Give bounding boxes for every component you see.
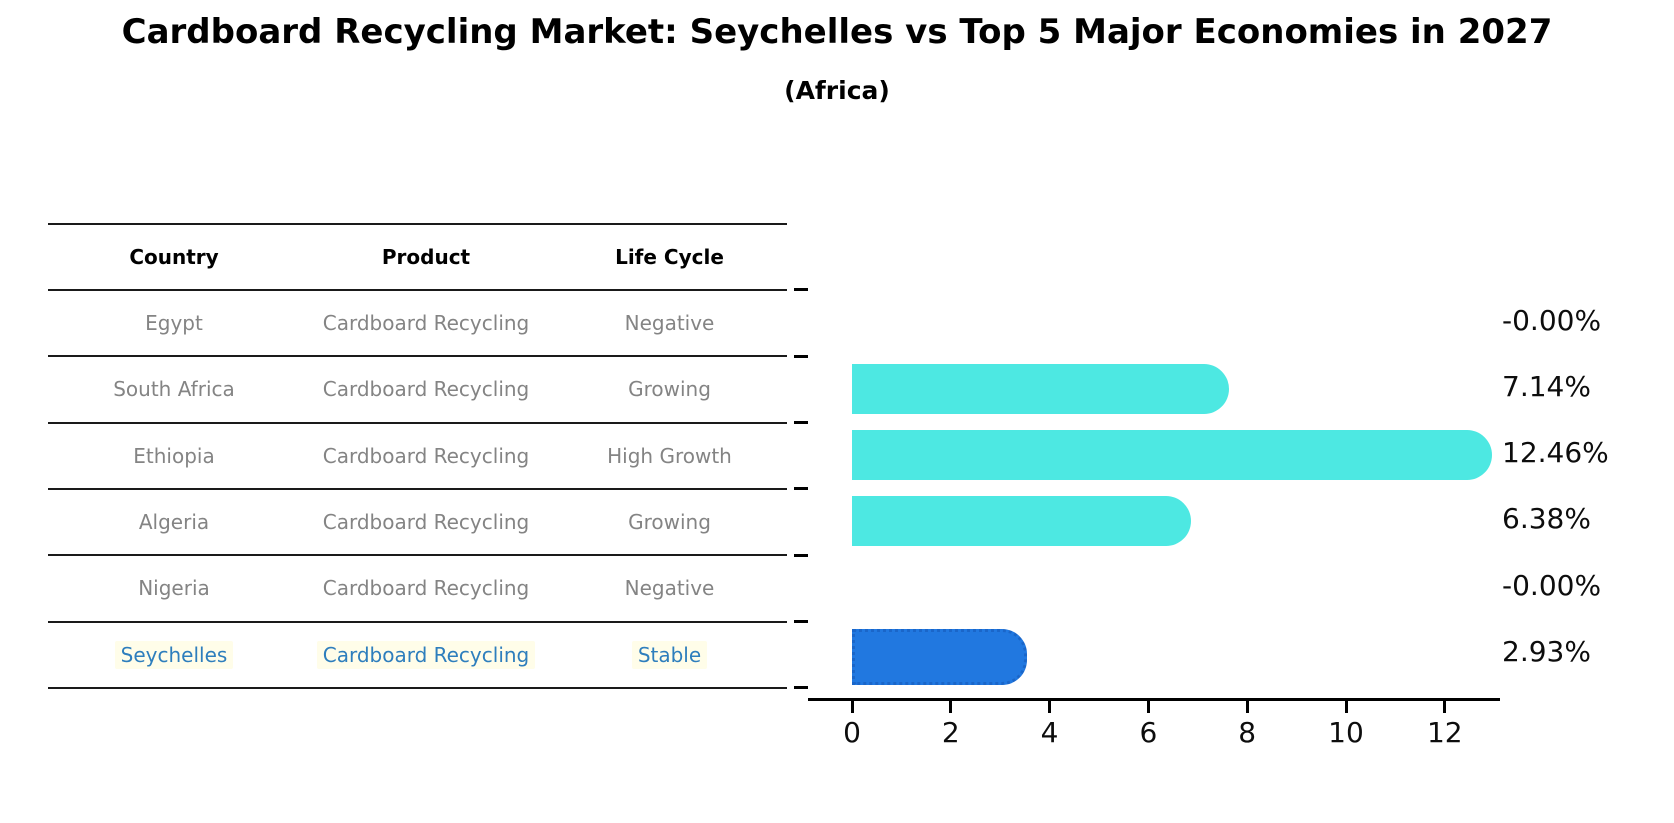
table-row-south-africa-cell-1: Cardboard Recycling (300, 377, 552, 401)
x-axis-tick-8 (1245, 701, 1249, 713)
table-row-nigeria-cell-2: Negative (552, 576, 787, 600)
table-row-nigeria: Nigeria Cardboard Recycling Negative (48, 556, 787, 620)
x-axis-tick-label-0: 0 (843, 716, 861, 749)
table-row-egypt-cell-2: Negative (552, 311, 787, 335)
value-label-nigeria: -0.00% (1502, 568, 1602, 602)
table-row-algeria-cell-2: Growing (552, 510, 787, 534)
table-row-seychelles-cell-1: Cardboard Recycling (300, 640, 552, 669)
table-row-ethiopia-text-1: Cardboard Recycling (322, 443, 530, 468)
bar-seychelles (852, 629, 1027, 685)
table-row-nigeria-text-0: Nigeria (138, 576, 210, 601)
x-axis-tick-label-4: 4 (1040, 716, 1059, 749)
table-row-egypt-text-2: Negative (624, 311, 715, 336)
table-row-nigeria-text-1: Cardboard Recycling (322, 576, 530, 601)
x-axis-tick-4 (1048, 701, 1052, 713)
table-row-egypt-cell-1: Cardboard Recycling (300, 311, 552, 335)
table-row-seychelles-cell-0: Seychelles (48, 640, 300, 669)
table-header-row: Country Product Life Cycle (48, 225, 787, 289)
y-axis-tick-0 (794, 288, 808, 292)
table-row-border-1 (48, 421, 787, 424)
table-header-border (48, 289, 787, 291)
x-axis-tick-2 (949, 701, 953, 713)
bar-algeria (852, 496, 1192, 547)
table-header-row-cell-0: Country (48, 245, 300, 269)
bar-south-africa (852, 363, 1229, 414)
table-row-south-africa-cell-2: Growing (552, 377, 787, 401)
x-axis-tick-label-8: 8 (1238, 716, 1257, 749)
table-row-seychelles-text-0: Seychelles (114, 640, 234, 669)
table-row-south-africa-cell-0: South Africa (48, 377, 300, 401)
value-label-seychelles: 2.93% (1502, 635, 1591, 668)
value-label-south-africa: 7.14% (1502, 369, 1591, 403)
x-axis-tick-label-10: 10 (1328, 716, 1364, 749)
table-row-egypt-text-1: Cardboard Recycling (322, 311, 530, 336)
table-row-nigeria-cell-1: Cardboard Recycling (300, 576, 552, 600)
x-axis-tick-6 (1146, 701, 1150, 713)
table-row-seychelles-text-2: Stable (631, 640, 708, 669)
x-axis-tick-0 (850, 701, 854, 713)
table-header-row-cell-1: Product (300, 245, 552, 269)
table-row-nigeria-cell-0: Nigeria (48, 576, 300, 600)
table-row-nigeria-text-2: Negative (624, 576, 715, 601)
table-row-ethiopia-cell-2: High Growth (552, 444, 787, 468)
table-row-south-africa: South Africa Cardboard Recycling Growing (48, 357, 787, 421)
table-row-ethiopia: Ethiopia Cardboard Recycling High Growth (48, 424, 787, 488)
value-label-ethiopia: 12.46% (1502, 436, 1609, 470)
table-row-border-0 (48, 355, 787, 358)
bar-ethiopia (852, 430, 1492, 481)
table-row-ethiopia-cell-1: Cardboard Recycling (300, 444, 552, 468)
x-axis-tick-label-6: 6 (1139, 716, 1158, 749)
x-axis-tick-10 (1344, 701, 1348, 713)
y-axis-tick-6 (794, 686, 808, 690)
table-row-border-2 (48, 487, 787, 490)
table-row-seychelles-text-1: Cardboard Recycling (316, 640, 536, 669)
y-axis-tick-3 (794, 487, 808, 491)
table-row-border-3 (48, 554, 787, 557)
table-row-ethiopia-text-0: Ethiopia (133, 443, 215, 468)
table-row-ethiopia-text-2: High Growth (607, 443, 732, 468)
table-row-algeria-cell-0: Algeria (48, 510, 300, 534)
table-row-egypt: Egypt Cardboard Recycling Negative (48, 291, 787, 355)
table-row-ethiopia-cell-0: Ethiopia (48, 444, 300, 468)
table-row-algeria-text-2: Growing (628, 510, 711, 535)
table-row-algeria-cell-1: Cardboard Recycling (300, 510, 552, 534)
chart-title: Cardboard Recycling Market: Seychelles v… (121, 12, 1553, 52)
table-header-row-text-1: Product (381, 245, 471, 269)
table-row-border-5 (48, 686, 787, 689)
table-row-egypt-cell-0: Egypt (48, 311, 300, 335)
table-row-border-4 (48, 620, 787, 623)
table-row-south-africa-text-0: South Africa (113, 377, 235, 402)
y-axis-tick-4 (794, 553, 808, 557)
y-axis-tick-5 (794, 619, 808, 623)
table-row-algeria-text-1: Cardboard Recycling (322, 510, 530, 535)
y-axis-tick-2 (794, 420, 808, 424)
x-axis-line (808, 698, 1500, 701)
x-axis-tick-12 (1443, 701, 1447, 713)
table-row-seychelles-cell-2: Stable (552, 640, 787, 669)
table-header-row-text-2: Life Cycle (615, 245, 724, 269)
table-top-border (48, 223, 787, 225)
table-header-row-text-0: Country (129, 245, 219, 269)
table-row-south-africa-text-2: Growing (628, 377, 711, 402)
chart-subtitle: (Africa) (784, 76, 890, 105)
x-axis-tick-label-12: 12 (1426, 716, 1463, 749)
table-row-egypt-text-0: Egypt (145, 311, 203, 336)
table-header-row-cell-2: Life Cycle (552, 245, 787, 269)
table-row-south-africa-text-1: Cardboard Recycling (322, 377, 530, 402)
table-row-seychelles: Seychelles Cardboard Recycling Stable (48, 623, 787, 687)
table-row-algeria: Algeria Cardboard Recycling Growing (48, 490, 787, 554)
x-axis-tick-label-2: 2 (941, 716, 960, 749)
value-label-egypt: -0.00% (1502, 303, 1602, 337)
value-label-algeria: 6.38% (1502, 502, 1591, 536)
y-axis-tick-1 (794, 354, 808, 358)
table-row-algeria-text-0: Algeria (138, 510, 210, 535)
